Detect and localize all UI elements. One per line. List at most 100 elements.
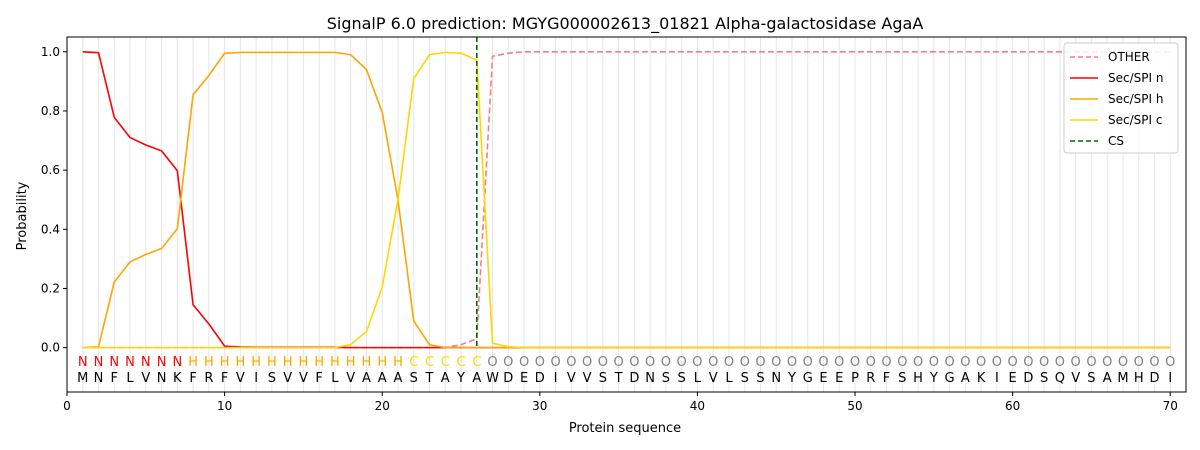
state-label: H (188, 355, 198, 370)
state-label: O (1008, 355, 1018, 370)
state-label: N (78, 355, 88, 370)
y-tick-label: 0.2 (41, 281, 60, 295)
state-label: O (692, 355, 702, 370)
state-label: O (771, 355, 781, 370)
legend-label: Sec/SPI c (1108, 113, 1162, 127)
residue-letter: S (599, 371, 607, 386)
residue-letter: Y (929, 371, 938, 386)
residue-letter: F (189, 371, 196, 386)
state-label: O (535, 355, 545, 370)
state-label: O (598, 355, 608, 370)
legend: OTHER Sec/SPI n Sec/SPI h Sec/SPI c CS (1063, 42, 1179, 154)
residue-letter: S (756, 371, 764, 386)
residue-letter: Y (456, 371, 465, 386)
residue-letter: V (1071, 371, 1080, 386)
x-axis-ticks: 0 10 20 30 40 50 60 70 (63, 392, 1178, 413)
state-label: O (866, 355, 876, 370)
state-label: C (456, 355, 465, 370)
state-label: O (755, 355, 765, 370)
residue-letter: I (254, 371, 258, 386)
residue-letter: S (741, 371, 749, 386)
legend-label: OTHER (1108, 50, 1150, 64)
state-label: H (377, 355, 387, 370)
residue-letter: F (221, 371, 228, 386)
series-line-other (82, 50, 1171, 349)
series-line-sec-spi-n (82, 50, 1171, 349)
x-tick-label: 40 (690, 399, 705, 413)
state-label: N (125, 355, 135, 370)
state-label: H (283, 355, 293, 370)
legend-label: Sec/SPI h (1108, 92, 1163, 106)
state-label: O (582, 355, 592, 370)
residue-letter: D (629, 371, 639, 386)
state-label: H (346, 355, 356, 370)
state-label: O (818, 355, 828, 370)
residue-letter: S (410, 371, 418, 386)
state-label: O (1118, 355, 1128, 370)
series-lines (82, 50, 1171, 349)
state-label: O (803, 355, 813, 370)
state-label: O (897, 355, 907, 370)
y-tick-label: 1.0 (41, 45, 60, 59)
residue-letter: N (645, 371, 655, 386)
x-tick-label: 60 (1005, 399, 1020, 413)
state-label: H (267, 355, 277, 370)
state-label: O (944, 355, 954, 370)
state-label: O (550, 355, 560, 370)
residue-letter: V (283, 371, 292, 386)
state-label: N (109, 355, 119, 370)
state-label: O (960, 355, 970, 370)
residue-letter: A (378, 371, 387, 386)
state-label: O (913, 355, 923, 370)
state-label: O (1102, 355, 1112, 370)
residue-letter: F (111, 371, 118, 386)
state-label: O (1023, 355, 1033, 370)
residue-letter: V (346, 371, 355, 386)
state-label: O (566, 355, 576, 370)
residue-letter: A (441, 371, 450, 386)
state-label: H (220, 355, 230, 370)
residue-letter: D (535, 371, 545, 386)
residue-letter: K (173, 371, 182, 386)
residue-letter: V (236, 371, 245, 386)
state-label: C (425, 355, 434, 370)
state-label: C (441, 355, 450, 370)
state-label: O (929, 355, 939, 370)
residue-letter: V (141, 371, 150, 386)
state-label: H (362, 355, 372, 370)
residue-letter: S (268, 371, 276, 386)
y-tick-label: 0.4 (41, 222, 60, 236)
residue-letter: E (835, 371, 843, 386)
residue-letter: N (157, 371, 167, 386)
residue-letter: D (1149, 371, 1159, 386)
state-label: O (740, 355, 750, 370)
series-line-sec-spi-c (82, 51, 1171, 349)
series-line-sec-spi-h (82, 51, 1171, 349)
residue-letter: A (1103, 371, 1112, 386)
state-label: O (629, 355, 639, 370)
x-tick-label: 20 (375, 399, 390, 413)
state-label: H (314, 355, 324, 370)
state-label: H (299, 355, 309, 370)
x-tick-label: 0 (63, 399, 71, 413)
residue-letter: R (204, 371, 213, 386)
legend-label: Sec/SPI n (1108, 71, 1163, 85)
residue-letter: D (503, 371, 513, 386)
state-label: O (724, 355, 734, 370)
state-label: N (141, 355, 151, 370)
residue-letter: A (362, 371, 371, 386)
residue-letter: S (898, 371, 906, 386)
state-label: O (519, 355, 529, 370)
state-label: O (850, 355, 860, 370)
state-label: O (487, 355, 497, 370)
residue-letter: I (995, 371, 999, 386)
residue-letter: S (1040, 371, 1048, 386)
state-label: O (976, 355, 986, 370)
state-label: O (1071, 355, 1081, 370)
state-label: O (992, 355, 1002, 370)
state-label: N (172, 355, 182, 370)
sequence-annotations: NMNNNFNLNVNNNKHFHRHFHVHIHSHVHVHFHLHVHAHA… (77, 355, 1175, 386)
residue-letter: E (1009, 371, 1017, 386)
residue-letter: N (94, 371, 104, 386)
